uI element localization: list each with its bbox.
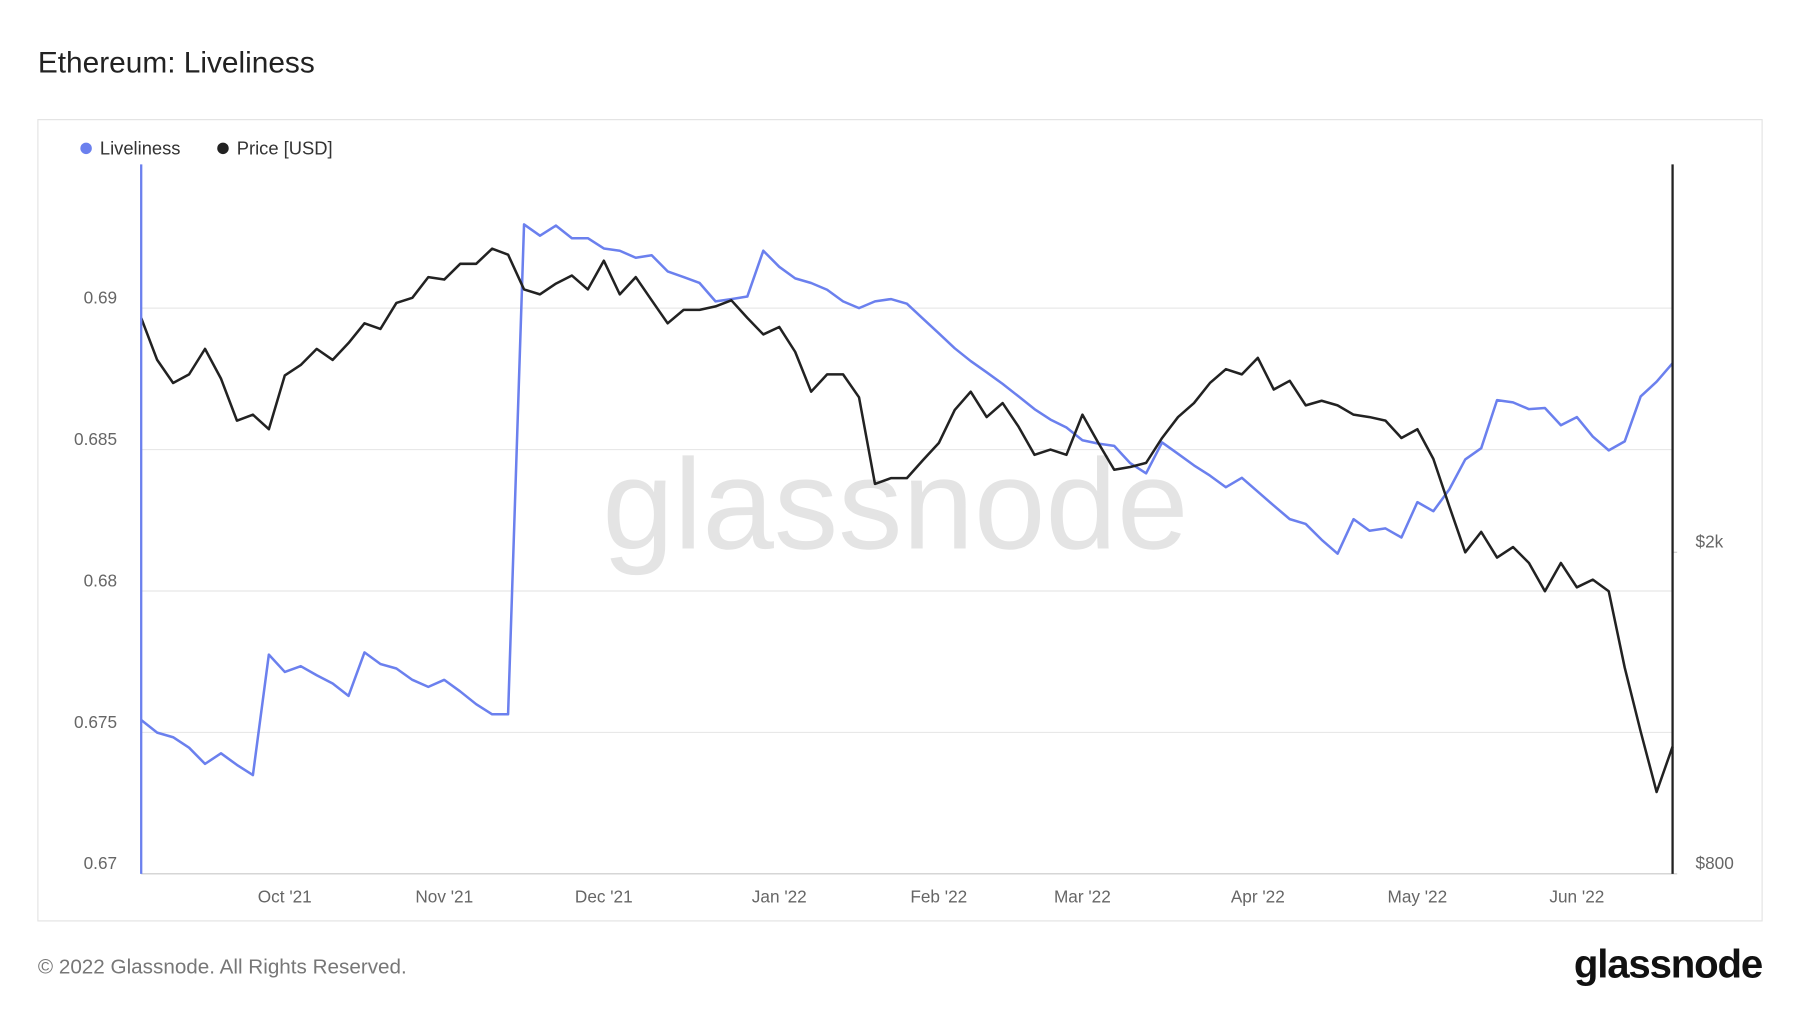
watermark: glassnode xyxy=(602,434,1188,577)
legend-marker[interactable] xyxy=(217,142,229,155)
legend-marker[interactable] xyxy=(80,142,92,155)
x-tick-label: May '22 xyxy=(1387,887,1447,907)
y-tick-label: 0.685 xyxy=(74,429,117,449)
x-tick-label: Jun '22 xyxy=(1549,887,1604,907)
x-tick-label: Oct '21 xyxy=(258,887,312,907)
legend-label[interactable]: Liveliness xyxy=(100,137,181,158)
y2-tick-label: $2k xyxy=(1696,532,1724,552)
series-line xyxy=(140,247,1674,794)
x-tick-label: Nov '21 xyxy=(415,887,473,907)
x-tick-label: Dec '21 xyxy=(575,887,633,907)
chart-frame xyxy=(37,119,1763,922)
copyright: © 2022 Glassnode. All Rights Reserved. xyxy=(38,955,407,978)
series-line xyxy=(140,223,1674,777)
y-tick-label: 0.68 xyxy=(84,570,117,590)
y2-tick-label: $800 xyxy=(1696,853,1734,873)
chart-title: Ethereum: Liveliness xyxy=(38,46,315,79)
logo: glassnode xyxy=(1574,941,1762,986)
legend-label[interactable]: Price [USD] xyxy=(237,137,333,158)
x-tick-label: Jan '22 xyxy=(752,887,807,907)
x-tick-label: Mar '22 xyxy=(1054,887,1111,907)
x-tick-label: Feb '22 xyxy=(910,887,967,907)
y-tick-label: 0.67 xyxy=(84,853,117,873)
y-tick-label: 0.69 xyxy=(84,287,117,307)
x-tick-label: Apr '22 xyxy=(1231,887,1285,907)
y-tick-label: 0.675 xyxy=(74,712,117,732)
